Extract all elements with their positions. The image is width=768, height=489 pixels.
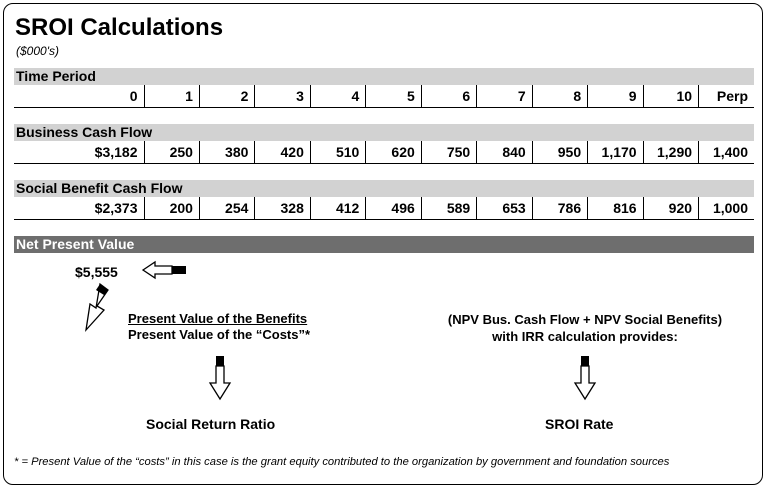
business-cell: 510 <box>309 141 366 164</box>
footnote: * = Present Value of the “costs” in this… <box>14 456 670 468</box>
business-cell: 1,290 <box>642 141 699 164</box>
business-cell: 750 <box>420 141 477 164</box>
social-cell: 200 <box>143 197 200 220</box>
period-cell: 3 <box>254 85 311 108</box>
business-cell: 840 <box>476 141 533 164</box>
period-cell: 6 <box>420 85 477 108</box>
period-cell: 5 <box>365 85 422 108</box>
business-cell: 420 <box>254 141 311 164</box>
time-period-header: Time Period <box>14 68 754 85</box>
period-cell: 2 <box>198 85 255 108</box>
ratio-fraction: Present Value of the Benefits Present Va… <box>128 311 310 342</box>
social-cell: 816 <box>587 197 644 220</box>
social-benefit-header: Social Benefit Cash Flow <box>14 180 754 197</box>
time-period-row: 0 1 2 3 4 5 6 7 8 9 10 Perp <box>14 85 754 108</box>
period-cell: 9 <box>587 85 644 108</box>
ratio-numerator: Present Value of the Benefits <box>128 311 308 326</box>
business-cell: 1,400 <box>698 141 754 164</box>
npv-value: $5,555 <box>75 264 118 280</box>
social-cell: 653 <box>476 197 533 220</box>
arrow-left-icon <box>141 260 186 280</box>
social-cell: 254 <box>198 197 255 220</box>
period-cell: 0 <box>14 85 144 108</box>
business-cash-flow-row: $3,182 250 380 420 510 620 750 840 950 1… <box>14 141 754 164</box>
npv-header: Net Present Value <box>14 236 754 253</box>
social-cell: 412 <box>309 197 366 220</box>
arrow-down-icon <box>208 356 232 401</box>
social-cell: 589 <box>420 197 477 220</box>
arrow-down-icon <box>573 356 597 401</box>
social-benefit-row: $2,373 200 254 328 412 496 589 653 786 8… <box>14 197 754 220</box>
business-cell: 380 <box>198 141 255 164</box>
period-cell: 1 <box>143 85 200 108</box>
arrow-down-left-icon <box>85 282 109 333</box>
social-cell: 496 <box>365 197 422 220</box>
units-subtitle: ($000's) <box>16 44 59 58</box>
social-return-ratio-label: Social Return Ratio <box>146 416 276 432</box>
social-cell: $2,373 <box>14 197 144 220</box>
business-cash-flow-header: Business Cash Flow <box>14 124 754 141</box>
social-cell: 1,000 <box>698 197 754 220</box>
social-cell: 920 <box>642 197 699 220</box>
period-cell: 8 <box>531 85 588 108</box>
business-cell: $3,182 <box>14 141 144 164</box>
ratio-denominator: Present Value of the “Costs”* <box>128 327 311 342</box>
sroi-rate-label: SROI Rate <box>545 416 614 432</box>
period-cell: 4 <box>309 85 366 108</box>
rate-note-line1: (NPV Bus. Cash Flow + NPV Social Benefit… <box>447 312 723 327</box>
business-cell: 950 <box>531 141 588 164</box>
rate-note: (NPV Bus. Cash Flow + NPV Social Benefit… <box>400 311 768 345</box>
social-cell: 328 <box>254 197 311 220</box>
period-cell: Perp <box>698 85 754 108</box>
panel-frame <box>3 3 763 485</box>
period-cell: 7 <box>476 85 533 108</box>
period-cell: 10 <box>642 85 699 108</box>
page-title: SROI Calculations <box>15 14 224 41</box>
business-cell: 620 <box>365 141 422 164</box>
business-cell: 250 <box>143 141 200 164</box>
business-cell: 1,170 <box>587 141 644 164</box>
rate-note-line2: with IRR calculation provides: <box>492 329 678 344</box>
social-cell: 786 <box>531 197 588 220</box>
